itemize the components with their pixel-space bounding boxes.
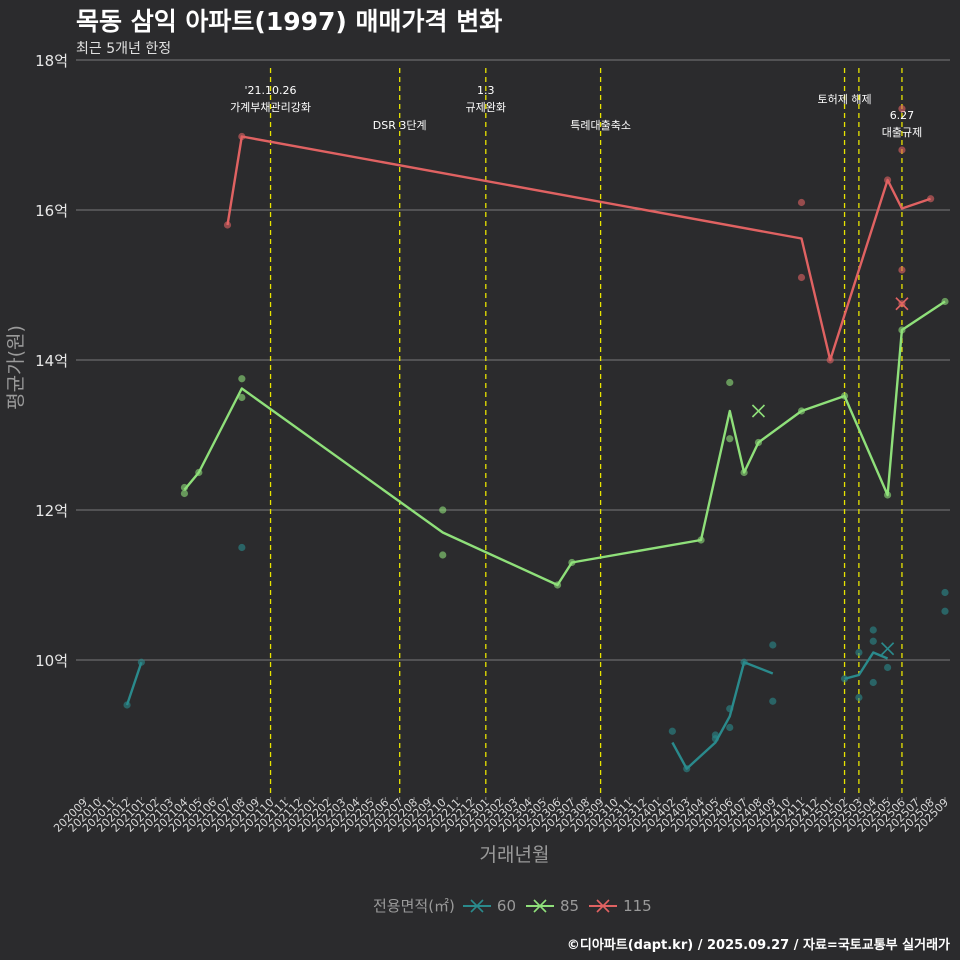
source-caption: ©디아파트(dapt.kr) / 2025.09.27 / 자료=국토교통부 실…: [566, 938, 950, 953]
data-point-85: [840, 392, 849, 400]
data-point-60: [137, 658, 145, 666]
data-point-85: [697, 536, 705, 544]
data-point-85: [439, 506, 447, 514]
legend-item-85: 85: [526, 896, 579, 916]
data-point-60: [869, 678, 877, 687]
data-point-60: [740, 658, 748, 666]
cancelled-marker-60: [881, 642, 895, 656]
data-point-85: [726, 378, 734, 387]
data-point-85: [180, 489, 189, 498]
event-annotation: 대출규제: [882, 126, 922, 139]
data-point-85: [195, 468, 203, 477]
y-tick-label: 16억: [35, 202, 68, 220]
data-point-60: [711, 731, 720, 739]
series-line-60: [671, 661, 774, 770]
data-point-115: [898, 266, 906, 274]
data-point-85: [238, 393, 246, 402]
data-point-85: [568, 558, 576, 567]
data-point-85: [439, 551, 447, 559]
legend: 전용면적(㎡) 60 85 115: [0, 895, 960, 917]
series-line-85: [183, 300, 946, 587]
legend-title: 전용면적(㎡): [373, 897, 455, 915]
legend-item-60: 60: [462, 896, 516, 916]
chart-title: 목동 삼익 아파트(1997) 매매가격 변화: [76, 7, 503, 36]
data-point-85: [884, 491, 892, 499]
data-point-115: [223, 221, 232, 229]
data-point-60: [855, 648, 863, 657]
event-annotation: 1.3: [477, 84, 495, 97]
data-point-60: [683, 765, 691, 773]
data-point-60: [855, 693, 863, 702]
data-point-60: [941, 607, 949, 615]
data-point-115: [898, 105, 906, 113]
data-point-85: [898, 326, 906, 334]
y-axis-title: 평균가(원): [5, 325, 27, 410]
y-tick-label: 12억: [35, 502, 68, 520]
series-line-60: [125, 661, 143, 706]
data-point-60: [769, 641, 777, 649]
legend-key-85: [526, 898, 554, 913]
legend-label-60: 60: [496, 896, 516, 915]
data-point-115: [797, 273, 806, 282]
data-point-60: [884, 663, 892, 672]
event-annotation: 규제완화: [466, 101, 506, 114]
legend-item-115: 115: [589, 896, 652, 916]
x-axis-title: 거래년월: [480, 844, 550, 866]
data-point-85: [180, 483, 189, 492]
data-point-85: [553, 581, 562, 589]
data-point-85: [726, 435, 734, 443]
y-tick-label: 10억: [35, 652, 68, 670]
data-point-85: [238, 375, 246, 383]
event-annotation: DSR 3단계: [373, 119, 427, 132]
y-tick-label: 14억: [35, 352, 68, 370]
data-point-60: [726, 705, 734, 713]
data-point-115: [884, 176, 892, 184]
data-point-115: [927, 195, 935, 203]
event-annotation: 특례대출축소: [570, 119, 631, 132]
data-point-85: [754, 438, 763, 447]
event-annotation: 6.27: [890, 109, 915, 122]
data-point-115: [898, 146, 906, 154]
y-tick-label: 18억: [35, 52, 68, 70]
chart-subtitle: 최근 5개년 한정: [76, 41, 172, 57]
series-line-60: [844, 651, 889, 680]
data-point-60: [941, 588, 949, 597]
event-annotation: 가계부채관리강화: [230, 101, 311, 114]
data-point-85: [941, 297, 949, 306]
data-point-85: [740, 468, 748, 477]
cancelled-marker-85: [751, 404, 766, 418]
event-annotation: '21.10.26: [245, 84, 297, 97]
data-point-60: [668, 727, 676, 735]
legend-key-60: [462, 898, 491, 913]
data-point-60: [238, 543, 246, 552]
data-point-60: [769, 697, 777, 705]
series-line-115: [226, 135, 931, 362]
data-point-60: [869, 626, 877, 634]
data-point-115: [797, 198, 806, 207]
data-point-85: [797, 407, 806, 415]
data-point-115: [238, 132, 246, 141]
cancelled-marker-115: [895, 297, 909, 311]
data-point-60: [869, 637, 877, 645]
legend-label-85: 85: [560, 896, 580, 915]
data-point-60: [840, 675, 849, 683]
data-point-60: [726, 723, 734, 732]
legend-key-115: [589, 898, 618, 913]
event-annotation: 토허제 해제: [817, 92, 871, 106]
data-point-115: [826, 356, 834, 364]
data-point-60: [123, 701, 131, 709]
legend-label-115: 115: [623, 896, 652, 915]
